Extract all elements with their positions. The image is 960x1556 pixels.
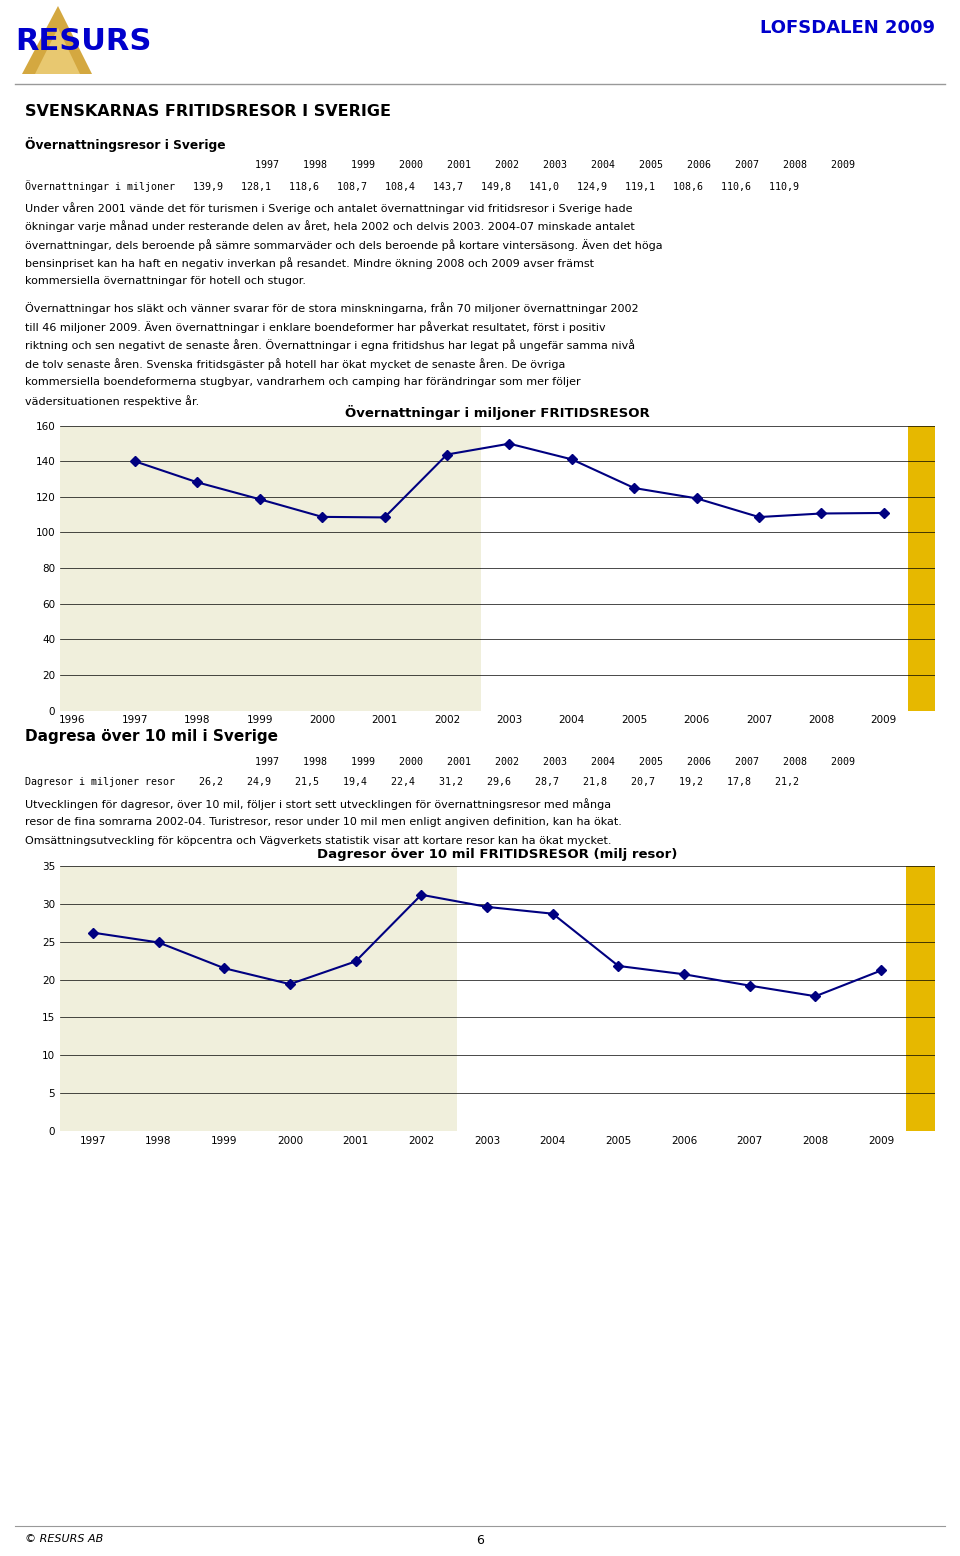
Text: Övernattningar i miljoner   139,9   128,1   118,6   108,7   108,4   143,7   149,: Övernattningar i miljoner 139,9 128,1 11… <box>25 180 799 191</box>
Bar <box>907 425 935 711</box>
Text: Dagresor i miljoner resor    26,2    24,9    21,5    19,4    22,4    31,2    29,: Dagresor i miljoner resor 26,2 24,9 21,5… <box>25 776 799 786</box>
Text: Dagresa över 10 mil i Sverige: Dagresa över 10 mil i Sverige <box>25 728 278 744</box>
Title: Dagresor över 10 mil FRITIDSRESOR (milj resor): Dagresor över 10 mil FRITIDSRESOR (milj … <box>318 848 678 860</box>
Title: Övernattningar i miljoner FRITIDSRESOR: Övernattningar i miljoner FRITIDSRESOR <box>346 405 650 420</box>
Text: resor de fina somrarna 2002-04. Turistresor, resor under 10 mil men enligt angiv: resor de fina somrarna 2002-04. Turistre… <box>25 817 622 826</box>
Text: Övernattningar hos släkt och vänner svarar för de stora minskningarna, från 70 m: Övernattningar hos släkt och vänner svar… <box>25 302 638 314</box>
Text: SVENSKARNAS FRITIDSRESOR I SVERIGE: SVENSKARNAS FRITIDSRESOR I SVERIGE <box>25 104 391 118</box>
Text: Övernattningsresor i Sverige: Övernattningsresor i Sverige <box>25 137 226 152</box>
Text: Utvecklingen för dagresor, över 10 mil, följer i stort sett utvecklingen för öve: Utvecklingen för dagresor, över 10 mil, … <box>25 798 612 811</box>
Text: ökningar varje månad under resterande delen av året, hela 2002 och delvis 2003. : ökningar varje månad under resterande de… <box>25 221 635 232</box>
Bar <box>60 867 457 1131</box>
Text: kommersiella boendeformerna stugbyar, vandrarhem och camping har förändringar so: kommersiella boendeformerna stugbyar, va… <box>25 377 581 386</box>
Text: LOFSDALEN 2009: LOFSDALEN 2009 <box>760 19 935 37</box>
Text: RESURS: RESURS <box>15 26 152 56</box>
Text: vädersituationen respektive år.: vädersituationen respektive år. <box>25 395 200 408</box>
Text: 1997    1998    1999    2000    2001    2002    2003    2004    2005    2006    : 1997 1998 1999 2000 2001 2002 2003 2004 … <box>255 160 855 170</box>
Text: 6: 6 <box>476 1534 484 1547</box>
Bar <box>906 867 935 1131</box>
Bar <box>60 425 481 711</box>
Text: bensinpriset kan ha haft en negativ inverkan på resandet. Mindre ökning 2008 och: bensinpriset kan ha haft en negativ inve… <box>25 257 594 269</box>
Text: de tolv senaste åren. Svenska fritidsgäster på hotell har ökat mycket de senaste: de tolv senaste åren. Svenska fritidsgäs… <box>25 358 565 370</box>
Text: Omsättningsutveckling för köpcentra och Vägverkets statistik visar att kortare r: Omsättningsutveckling för köpcentra och … <box>25 836 612 845</box>
Text: © RESURS AB: © RESURS AB <box>25 1534 104 1544</box>
Text: kommersiella övernattningar för hotell och stugor.: kommersiella övernattningar för hotell o… <box>25 275 306 286</box>
Text: riktning och sen negativt de senaste åren. Övernattningar i egna fritidshus har : riktning och sen negativt de senaste åre… <box>25 339 636 352</box>
Text: Under våren 2001 vände det för turismen i Sverige och antalet övernattningar vid: Under våren 2001 vände det för turismen … <box>25 202 633 213</box>
Polygon shape <box>35 28 80 75</box>
Text: övernattningar, dels beroende på sämre sommarväder och dels beroende på kortare : övernattningar, dels beroende på sämre s… <box>25 240 662 251</box>
Polygon shape <box>22 6 92 75</box>
Text: till 46 miljoner 2009. Även övernattningar i enklare boendeformer har påverkat r: till 46 miljoner 2009. Även övernattning… <box>25 321 606 333</box>
Text: 1997    1998    1999    2000    2001    2002    2003    2004    2005    2006    : 1997 1998 1999 2000 2001 2002 2003 2004 … <box>255 756 855 767</box>
